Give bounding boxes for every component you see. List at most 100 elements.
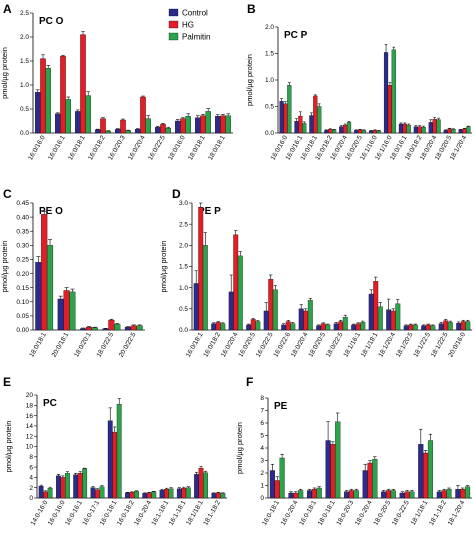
bar-c-hg-2 <box>85 327 93 331</box>
bar-d-palmitin-2 <box>237 255 243 331</box>
y-tick-label-e-3: 6 <box>29 464 33 471</box>
bar-c-hg-3 <box>108 319 115 331</box>
bar-a-palmitin-5 <box>145 118 151 134</box>
x-tick-label-f-5: 18:0-20:4 <box>354 499 374 527</box>
bar-d-control-9 <box>351 324 357 331</box>
x-tick-label-a-3: 16:0/18:2 <box>87 134 107 161</box>
bar-e-palmitin-3 <box>99 486 105 499</box>
bar-a-hg-8 <box>200 115 206 134</box>
bar-e-control-8 <box>176 488 182 499</box>
y-tick-label-c-2: 0.10 <box>16 299 29 306</box>
y-tick-label-e-1: 2 <box>29 485 33 492</box>
bar-d-control-1 <box>211 323 217 331</box>
y-tick-label-e-4: 8 <box>29 454 33 461</box>
bar-d-hg-11 <box>390 310 396 331</box>
bar-d-palmitin-12 <box>412 324 418 331</box>
bar-f-control-0 <box>269 470 276 499</box>
bar-f-control-2 <box>306 490 313 499</box>
x-tick-label-f-9: 18:1-18:2 <box>428 499 448 527</box>
bar-d-palmitin-13 <box>430 325 436 331</box>
bar-c-hg-0 <box>41 214 48 331</box>
bar-d-control-13 <box>421 325 427 331</box>
y-tick-label-d-1: 0.5 <box>179 306 188 313</box>
y-tick-label-e-2: 4 <box>29 475 33 482</box>
y-tick-label-a-2: 1.0 <box>20 82 29 89</box>
bar-d-hg-7 <box>320 323 326 331</box>
bar-e-control-9 <box>194 474 199 499</box>
bar-e-palmitin-5 <box>134 491 139 499</box>
bar-d-control-4 <box>263 310 269 331</box>
y-tick-label-f-6: 6 <box>260 420 264 427</box>
bar-b-palmitin-7 <box>391 49 396 134</box>
bar-a-hg-9 <box>220 115 226 134</box>
bar-d-palmitin-8 <box>342 317 348 331</box>
legend-swatch-palmitin <box>168 32 179 41</box>
bar-a-hg-4 <box>120 119 126 134</box>
bar-e-control-3 <box>90 487 96 499</box>
bar-c-palmitin-1 <box>69 291 76 331</box>
legend-swatch-control <box>168 8 179 17</box>
bar-f-control-9 <box>436 491 442 499</box>
bar-d-control-2 <box>228 291 234 331</box>
bar-d-palmitin-1 <box>220 323 226 331</box>
y-tick-label-b-2: 1.0 <box>265 77 274 84</box>
y-tick-label-d-3: 1.5 <box>179 264 188 271</box>
bar-b-hg-2 <box>313 95 318 134</box>
bar-a-palmitin-4 <box>125 130 131 134</box>
bar-a-palmitin-3 <box>105 130 111 134</box>
y-tick-label-d-4: 2.0 <box>179 243 188 250</box>
panel-title-e: PC <box>43 398 57 409</box>
bar-d-hg-14 <box>443 320 449 331</box>
bar-d-hg-2 <box>233 234 239 331</box>
bar-b-hg-1 <box>298 115 303 134</box>
y-tick-label-f-0: 0 <box>260 495 264 502</box>
y-tick-label-a-5: 2.5 <box>20 10 29 17</box>
bar-b-control-12 <box>458 129 463 134</box>
bar-d-hg-1 <box>215 322 221 331</box>
bar-c-control-4 <box>124 327 132 331</box>
x-tick-label-a-8: 18:0/18:1 <box>187 134 207 161</box>
bar-e-palmitin-2 <box>82 468 88 499</box>
bar-f-palmitin-2 <box>316 487 322 499</box>
panel-title-c: PE O <box>39 206 63 217</box>
y-axis-label-b: pmol/µg protein <box>245 54 254 106</box>
bar-f-palmitin-5 <box>372 459 378 499</box>
x-tick-label-d-15: 20:0/16:0 <box>447 331 467 358</box>
y-tick-label-e-8: 16 <box>26 413 34 420</box>
bar-a-palmitin-2 <box>85 95 91 134</box>
x-tick-label-c-3: 18:0/22:5 <box>96 331 116 358</box>
x-tick-label-f-0: 16:0-18:1 <box>261 499 281 527</box>
bar-a-hg-7 <box>180 118 186 134</box>
bar-e-control-4 <box>107 420 113 499</box>
bar-e-control-7 <box>159 490 165 499</box>
y-tick-label-c-8: 0.40 <box>16 214 29 221</box>
panel-letter-c: C <box>3 187 12 201</box>
bar-d-control-8 <box>333 323 339 331</box>
panel-title-b: PC P <box>284 30 308 41</box>
y-tick-label-c-6: 0.30 <box>16 243 29 250</box>
bar-a-palmitin-7 <box>185 116 191 134</box>
bar-a-hg-1 <box>60 56 66 134</box>
bar-f-palmitin-6 <box>390 490 396 499</box>
x-tick-label-f-8: 18:1/18:1 <box>410 499 430 526</box>
bar-b-control-11 <box>443 130 448 134</box>
bar-f-hg-4 <box>348 490 355 499</box>
bar-b-control-1 <box>294 121 299 134</box>
bar-d-control-10 <box>368 293 374 331</box>
y-tick-label-e-0: 0 <box>29 495 33 502</box>
bar-b-palmitin-9 <box>421 127 426 134</box>
bar-b-hg-6 <box>372 130 378 134</box>
x-tick-label-a-1: 16:0/16:1 <box>47 134 67 161</box>
bar-a-hg-0 <box>40 58 46 134</box>
y-tick-label-d-0: 0.0 <box>179 327 188 334</box>
bar-a-control-0 <box>35 92 41 134</box>
bar-e-hg-3 <box>95 489 100 499</box>
bar-b-control-2 <box>309 115 314 134</box>
y-tick-label-c-1: 0.05 <box>16 313 29 320</box>
bar-d-control-5 <box>281 324 287 331</box>
y-tick-label-e-10: 20 <box>26 392 34 399</box>
y-tick-label-d-2: 1.0 <box>179 285 188 292</box>
x-tick-label-c-0: 18:0/18:1 <box>28 331 48 358</box>
x-tick-label-a-7: 18:0/16:0 <box>167 134 187 161</box>
bar-d-hg-9 <box>355 323 361 331</box>
